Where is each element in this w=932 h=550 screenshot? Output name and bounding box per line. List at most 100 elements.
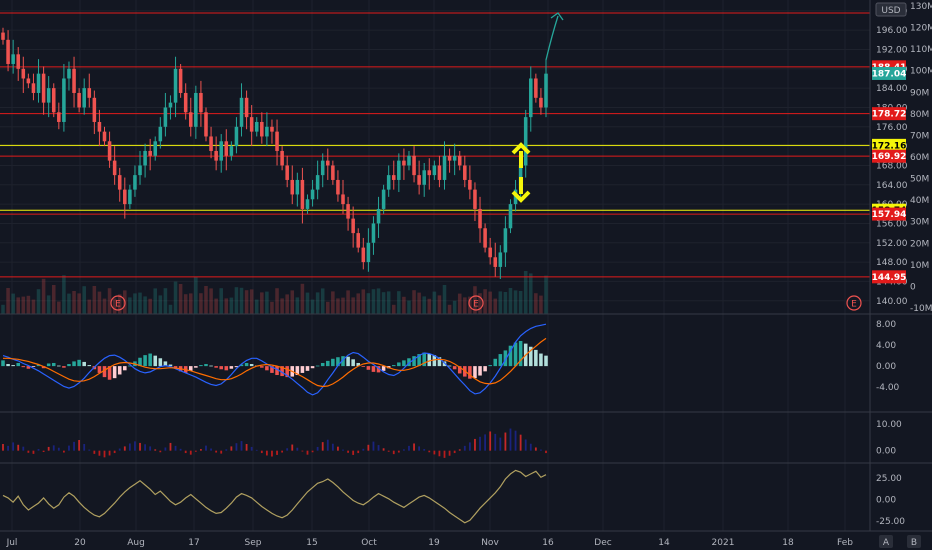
oscillator-bar xyxy=(118,448,121,451)
candle xyxy=(188,97,193,137)
oscillator-bar xyxy=(443,450,446,458)
price-level-tag: 169.92 xyxy=(872,149,907,163)
candle xyxy=(473,182,477,222)
time-axis[interactable]: Jul 20 Aug 17 Sep 15 Oct 19 Nov 16 Dec 14 2021 18 Feb A… xyxy=(6,535,921,548)
oscillator-bar xyxy=(342,449,344,451)
macd-panel[interactable] xyxy=(1,323,548,396)
macd-histogram-bar xyxy=(36,364,41,367)
volume-bar xyxy=(57,301,61,314)
price-tick-label: 176.00 xyxy=(876,123,908,133)
volume-bar xyxy=(204,286,208,314)
svg-text:169.92: 169.92 xyxy=(872,152,907,162)
volume-bar xyxy=(219,288,223,314)
oscillator-bar xyxy=(281,450,284,453)
oscillator-bar xyxy=(438,450,441,457)
earnings-marker-icon[interactable]: E xyxy=(110,295,126,311)
candle xyxy=(158,117,163,149)
candle xyxy=(528,66,533,132)
macd-histogram-bar xyxy=(539,353,543,367)
oscillator-bar xyxy=(271,450,273,457)
macd-line xyxy=(2,323,547,396)
candle xyxy=(123,177,127,219)
candle xyxy=(320,153,325,188)
volume-bar xyxy=(315,292,320,314)
price-tick-label: 192.00 xyxy=(876,45,908,55)
candle xyxy=(457,150,462,171)
oscillator-bar xyxy=(433,450,436,455)
macd-tick-label: 0.00 xyxy=(876,362,896,372)
scale-button-b[interactable]: B xyxy=(907,535,921,548)
candle xyxy=(77,88,81,113)
currency-tag[interactable]: USD xyxy=(875,2,907,17)
volume-bar xyxy=(254,299,259,314)
candle xyxy=(523,109,528,178)
macd-tick-label: 4.00 xyxy=(876,341,896,351)
macd-histogram-bar xyxy=(528,346,533,367)
price-axis[interactable]: 140.00144.00148.00152.00156.00160.00164.… xyxy=(872,2,932,527)
volume-tick-label: 50M xyxy=(910,175,929,185)
macd-histogram-bar xyxy=(214,366,218,368)
candle xyxy=(341,179,345,214)
oscillator-bar xyxy=(286,448,289,451)
signal-line xyxy=(3,337,547,388)
candle xyxy=(239,83,244,137)
macd-histogram-bar xyxy=(513,342,518,367)
scale-button-a[interactable]: A xyxy=(879,535,893,548)
candle xyxy=(391,160,396,190)
volume-bar xyxy=(422,296,426,314)
macd-histogram-bar xyxy=(427,353,432,367)
volume-bar xyxy=(275,288,279,314)
candle xyxy=(407,150,411,171)
oscillator-bar xyxy=(179,448,182,451)
candle xyxy=(204,107,208,142)
macd-histogram-bar xyxy=(51,362,56,367)
earnings-marker-icon[interactable]: E xyxy=(846,295,862,311)
volume-bar xyxy=(168,304,173,314)
volume-bar xyxy=(46,295,51,314)
oscillator-bar xyxy=(326,439,329,451)
macd-histogram-bar xyxy=(391,365,396,367)
oscillator-bar xyxy=(352,450,355,455)
oscillator-panel[interactable] xyxy=(2,428,547,458)
macd-histogram-bar xyxy=(11,365,15,367)
volume-bar xyxy=(346,290,350,314)
macd-histogram-bar xyxy=(381,366,386,371)
volume-bar xyxy=(447,304,452,314)
time-tick-label: 16 xyxy=(542,538,554,548)
oscillator-bar xyxy=(7,445,9,451)
oscillator-bar xyxy=(260,450,263,454)
volume-bar xyxy=(239,287,244,314)
svg-text:144.95: 144.95 xyxy=(872,273,907,283)
time-tick-label: 17 xyxy=(188,538,199,548)
price-tick-label: 168.00 xyxy=(876,161,908,171)
macd-histogram-bar xyxy=(457,366,462,374)
price-tick-label: 140.00 xyxy=(876,297,908,307)
volume-bar xyxy=(260,292,264,314)
cci-panel[interactable] xyxy=(2,469,547,524)
macd-histogram-bar xyxy=(280,366,284,377)
oscillator-bar xyxy=(144,444,146,451)
volume-bar xyxy=(539,295,543,314)
candle xyxy=(214,136,218,171)
yellow-down-arrow-icon xyxy=(511,177,531,203)
volume-bar xyxy=(544,275,548,314)
earnings-marker-icon[interactable]: E xyxy=(468,295,484,311)
volume-bar xyxy=(310,299,315,314)
volume-bar xyxy=(36,289,41,314)
panel-separators[interactable] xyxy=(0,0,932,532)
candle xyxy=(112,146,117,185)
candle xyxy=(1,27,5,45)
macd-histogram-bar xyxy=(102,366,107,378)
volume-bar xyxy=(366,293,371,314)
candle xyxy=(31,73,36,101)
oscillator-bar xyxy=(93,450,96,454)
volume-bar xyxy=(194,276,198,314)
last-price-tag: 187.04 xyxy=(872,66,906,80)
oscillator-bar xyxy=(184,450,187,454)
time-tick-label: Feb xyxy=(837,538,853,548)
candle xyxy=(117,167,122,202)
volume-bar xyxy=(351,297,355,314)
